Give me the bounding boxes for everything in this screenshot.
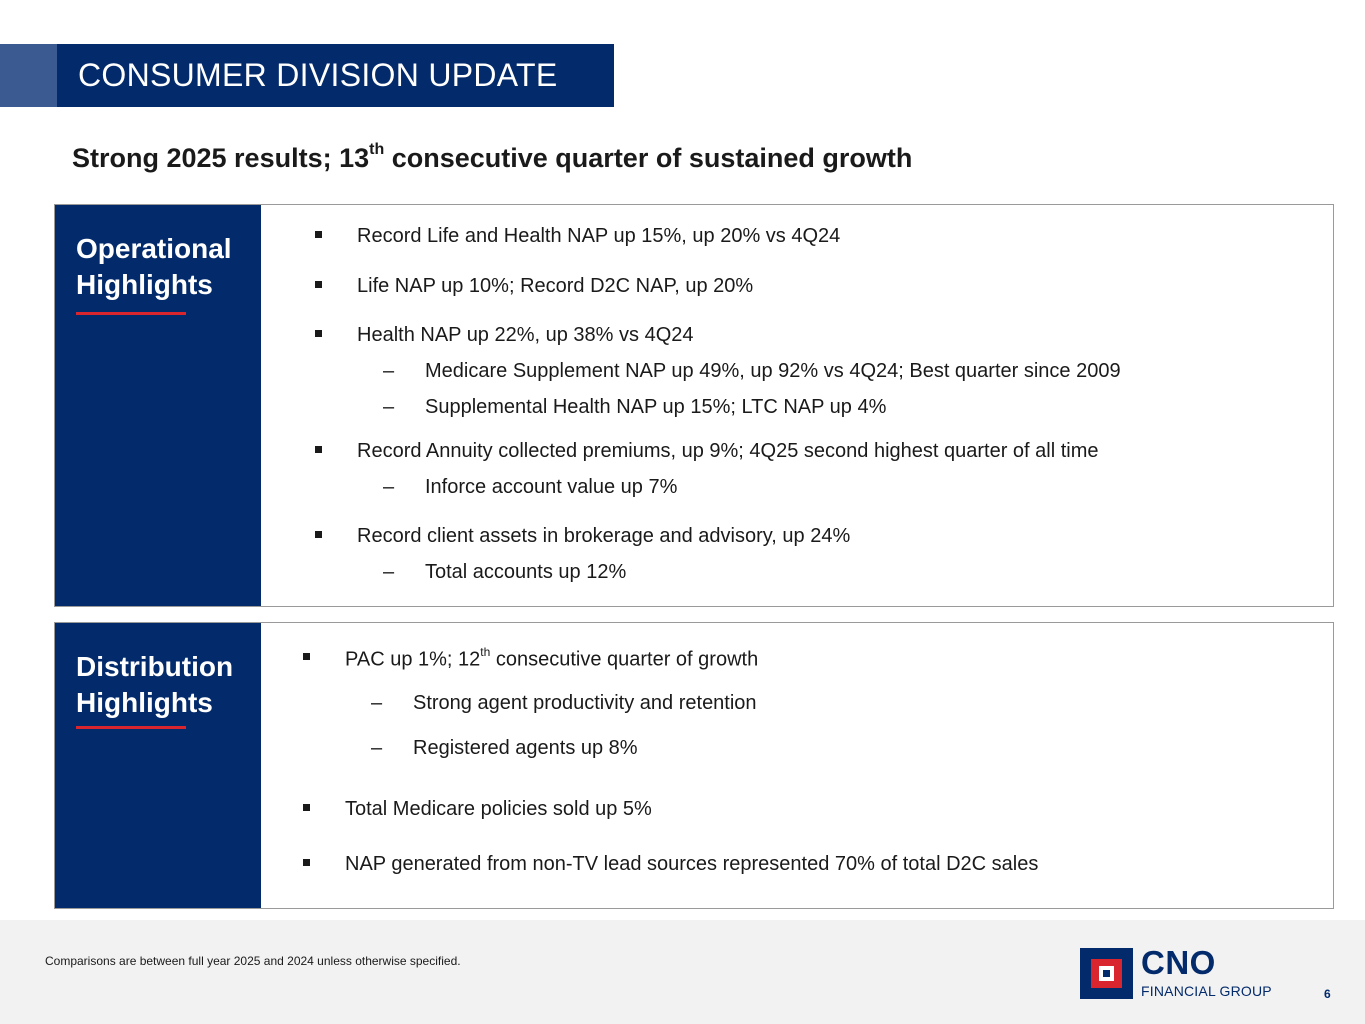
cno-logo-mark-icon <box>1080 948 1133 999</box>
operational-heading-line2: Highlights <box>76 269 213 300</box>
pac-text-pre: PAC up 1%; 12 <box>345 648 481 671</box>
footer: Comparisons are between full year 2025 a… <box>0 920 1365 1024</box>
square-bullet-icon <box>303 804 310 811</box>
square-bullet-icon <box>315 446 322 453</box>
operational-sidebar: Operational Highlights <box>55 205 261 606</box>
distribution-heading-underline <box>76 726 186 729</box>
logo-wordmark: CNO <box>1141 944 1216 981</box>
logo-subtitle: FINANCIAL GROUP <box>1141 983 1272 999</box>
page-number: 6 <box>1324 987 1331 1001</box>
pac-superscript: th <box>480 645 491 659</box>
page-title: CONSUMER DIVISION UPDATE <box>78 57 558 93</box>
title-accent-block <box>0 44 57 107</box>
distribution-highlights-panel: Distribution Highlights PAC up 1%; 12th … <box>54 622 1334 909</box>
square-bullet-icon <box>303 653 310 660</box>
pac-text-post: consecutive quarter of growth <box>490 648 759 671</box>
square-bullet-icon <box>315 231 322 238</box>
operational-heading: Operational Highlights <box>76 231 232 303</box>
subtitle-text-pre: Strong 2025 results; 13 <box>72 143 370 173</box>
dash-bullet-icon: – <box>383 561 395 583</box>
operational-highlights-panel: Operational Highlights Record Life and H… <box>54 204 1334 607</box>
dash-bullet-icon: – <box>371 737 383 759</box>
dash-bullet-icon: – <box>383 396 395 418</box>
distribution-heading-line2: Highlights <box>76 687 213 718</box>
dash-bullet-icon: – <box>383 360 395 382</box>
operational-heading-underline <box>76 312 186 315</box>
square-bullet-icon <box>315 281 322 288</box>
cno-logo: CNO FINANCIAL GROUP <box>1080 944 1330 1008</box>
square-bullet-icon <box>315 531 322 538</box>
subtitle-superscript: th <box>369 141 385 158</box>
operational-heading-line1: Operational <box>76 233 232 264</box>
subtitle-text-post: consecutive quarter of sustained growth <box>384 143 913 173</box>
dash-bullet-icon: – <box>371 692 383 714</box>
page-subtitle: Strong 2025 results; 13th consecutive qu… <box>72 141 913 174</box>
dash-bullet-icon: – <box>383 476 395 498</box>
square-bullet-icon <box>303 859 310 866</box>
square-bullet-icon <box>315 330 322 337</box>
distribution-sidebar: Distribution Highlights <box>55 623 261 908</box>
distribution-heading-line1: Distribution <box>76 651 234 682</box>
distribution-heading: Distribution Highlights <box>76 649 233 721</box>
title-bar: CONSUMER DIVISION UPDATE <box>57 44 614 107</box>
footnote: Comparisons are between full year 2025 a… <box>45 954 461 968</box>
